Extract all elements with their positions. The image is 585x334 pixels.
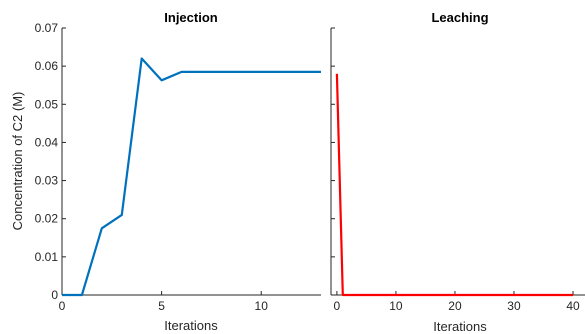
- leaching-x-ticks: 0 10 20 30 40: [334, 291, 580, 313]
- injection-y-tick-label: 0.07: [35, 21, 59, 35]
- injection-y-tick-label: 0.01: [35, 250, 59, 264]
- leaching-x-tick-label: 0: [334, 299, 341, 313]
- injection-y-axis-label: Concentration of C2 (M): [10, 92, 25, 231]
- injection-x-ticks: 0 5 10: [59, 291, 269, 313]
- leaching-y-ticks: [331, 27, 335, 296]
- injection-y-tick-label: 0: [51, 288, 58, 302]
- injection-y-ticks: 0 0.01 0.02 0.03 0.04 0.05 0.06 0.07: [35, 21, 66, 302]
- injection-y-tick-label: 0.03: [35, 174, 59, 188]
- injection-y-tick-label: 0.02: [35, 212, 59, 226]
- injection-y-tick-label: 0.06: [35, 59, 59, 73]
- leaching-series-line: [335, 73, 573, 297]
- leaching-x-tick-label: 40: [566, 299, 580, 313]
- injection-x-tick-label: 0: [59, 299, 66, 313]
- leaching-title: Leaching: [431, 10, 488, 25]
- panel-injection: Injection 00.010.020.030.040.050.060.07 …: [10, 10, 321, 333]
- leaching-x-tick-label: 30: [507, 299, 521, 313]
- injection-y-tick-label: 0.04: [35, 135, 59, 149]
- injection-x-tick-label: 5: [158, 299, 165, 313]
- injection-title: Injection: [164, 10, 218, 25]
- injection-y-tick-label: 0.05: [35, 97, 59, 111]
- leaching-x-axis-label: Iterations: [433, 319, 487, 334]
- injection-x-axis-label: Iterations: [164, 318, 218, 333]
- injection-x-tick-label: 10: [255, 299, 269, 313]
- injection-series-line: [62, 57, 321, 297]
- leaching-x-tick-label: 10: [389, 299, 403, 313]
- leaching-x-tick-label: 20: [448, 299, 462, 313]
- panel-leaching: Leaching 0 10 20 30 40 Iterations: [330, 10, 585, 334]
